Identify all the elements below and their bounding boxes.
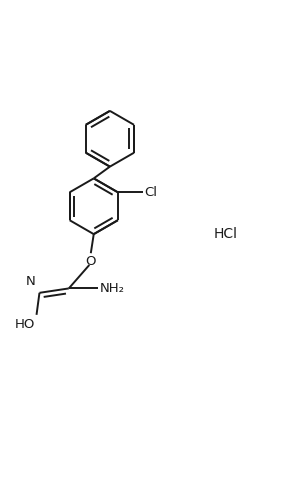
Text: O: O xyxy=(86,255,96,268)
Text: N: N xyxy=(26,276,36,288)
Text: HO: HO xyxy=(15,318,35,331)
Text: Cl: Cl xyxy=(144,186,157,199)
Text: NH₂: NH₂ xyxy=(100,282,125,295)
Text: HCl: HCl xyxy=(214,227,238,241)
